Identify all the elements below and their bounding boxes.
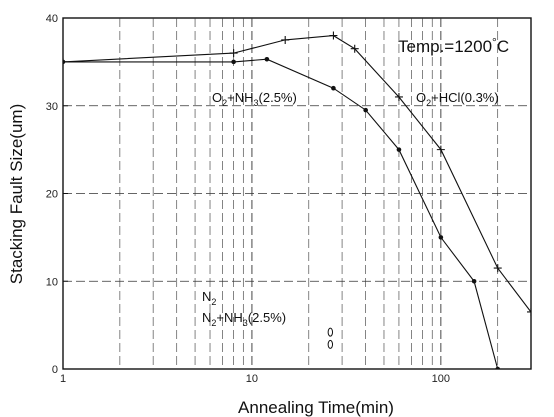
x-tick-label: 100 (432, 373, 450, 385)
x-tick-label: 10 (246, 373, 258, 385)
y-axis-title: Stacking Fault Size(um) (7, 104, 26, 284)
data-point-n2_nh3 (327, 339, 334, 349)
grid (63, 18, 531, 369)
y-tick-label: 30 (46, 101, 58, 113)
data-point-o2_hcl (493, 264, 502, 273)
data-point-o2_nh3 (264, 56, 270, 62)
y-tick-label: 40 (46, 13, 58, 25)
y-tick-label: 20 (46, 189, 58, 201)
label-n2-nh3: N2+NH3(2.5%) (202, 310, 286, 328)
label-o2-nh3: O2+NH3(2.5%) (212, 90, 297, 108)
label-o2-hcl: O2+HCl(0.3%) (416, 90, 499, 108)
data-point-o2_nh3 (396, 147, 402, 152)
data-point-o2_hcl (63, 57, 67, 66)
data-point-o2_nh3 (363, 107, 368, 113)
data-point-o2_hcl (281, 35, 290, 44)
data-point-o2_hcl (436, 145, 445, 154)
data-point-o2_hcl (551, 356, 554, 364)
data-point-o2_nh3 (471, 278, 477, 284)
x-axis-title: Annealing Time(min) (238, 398, 394, 417)
y-tick-label: 0 (52, 364, 58, 376)
x-tick-label: 1 (60, 373, 66, 385)
y-tick-label: 10 (46, 276, 58, 288)
data-point-o2_nh3 (331, 85, 336, 91)
data-point-o2_hcl (394, 92, 403, 101)
data-point-o2_hcl (527, 307, 531, 316)
label-n2: N2 (202, 289, 216, 307)
data-point-o2_nh3 (438, 235, 444, 240)
markers (63, 31, 554, 369)
series-line-o2_hcl (63, 35, 531, 314)
ticks: 1 10 100 0 10 20 30 40 (46, 13, 450, 385)
data-point-o2_hcl (329, 31, 338, 40)
data-point-o2_hcl (350, 44, 359, 53)
temperature-annotation: Temp.=1200°C (398, 35, 509, 56)
plot-area (62, 17, 554, 370)
data-point-o2_nh3 (495, 366, 501, 369)
data-point-n2 (327, 327, 334, 337)
data-point-o2_nh3 (63, 59, 66, 65)
data-point-o2_nh3 (231, 59, 236, 65)
data-point-o2_hcl (229, 49, 238, 58)
